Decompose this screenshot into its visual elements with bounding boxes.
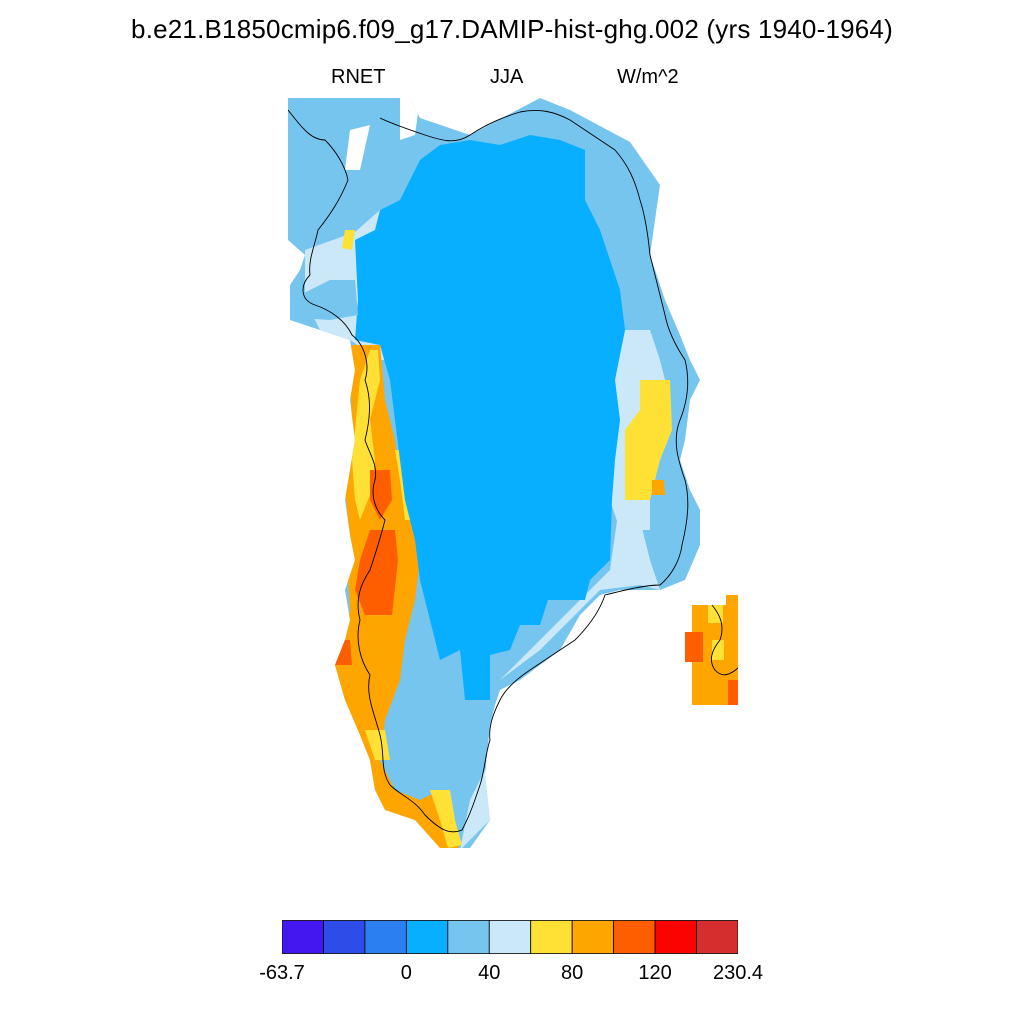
west-red-orange-cell-2 (355, 530, 398, 615)
nw-corner-cells (288, 98, 330, 230)
greenland-rnet-map (288, 98, 738, 868)
colorbar-svg (281, 920, 739, 954)
nw-yellow-cell (342, 230, 355, 250)
colorbar-box-8 (613, 920, 656, 954)
variable-label: RNET (331, 66, 386, 88)
map-canvas (288, 98, 738, 848)
colorbar-tick-label-0: -63.7 (259, 962, 305, 984)
colorbar-box-6 (530, 920, 573, 954)
coastline (288, 109, 689, 833)
colorbar-tick-label-1: 0 (400, 962, 412, 984)
colorbar-tick-label-5: 230.4 (712, 962, 764, 984)
se-pale-cells (470, 500, 660, 740)
north-white-gap (400, 98, 420, 140)
south-yellow-cells (430, 790, 462, 848)
colorbar-box-5 (488, 920, 532, 954)
colorbar-box-4 (447, 920, 490, 954)
plot-title: b.e21.B1850cmip6.f09_g17.DAMIP-hist-ghg.… (131, 14, 893, 44)
colorbar-box-1 (323, 920, 366, 954)
west-red-orange-cell-1 (370, 470, 392, 520)
south-pale-cells (460, 770, 490, 848)
nw-interior-cells (290, 280, 358, 320)
colorbar-box-0 (281, 920, 324, 954)
east-landmass-cells (685, 595, 738, 705)
nw-white-gap (345, 125, 370, 170)
colorbar-tick-label-4: 120 (638, 962, 672, 984)
colorbar-box-7 (571, 920, 615, 954)
colorbar-box-2 (364, 920, 407, 954)
colorbar (281, 920, 739, 954)
colorbar-box-10 (696, 920, 739, 954)
east-coast-orange-cell (652, 480, 665, 495)
colorbar-tick-label-2: 40 (478, 962, 501, 984)
west-red-orange-cell-3 (333, 640, 352, 665)
colorbar-tick-label-3: 80 (561, 962, 584, 984)
east-coast-yellow-cells (625, 380, 672, 500)
units-label: W/m^2 (617, 66, 679, 88)
coastline-east-landmass (710, 604, 738, 676)
north-interior-strip (470, 160, 520, 185)
colorbar-box-3 (405, 920, 449, 954)
season-label: JJA (490, 66, 524, 88)
sw-yellow-cell (365, 730, 390, 760)
colorbar-box-9 (654, 920, 697, 954)
ice-sheet-interior-cells (355, 135, 625, 700)
colorbar-boxes (281, 920, 739, 954)
